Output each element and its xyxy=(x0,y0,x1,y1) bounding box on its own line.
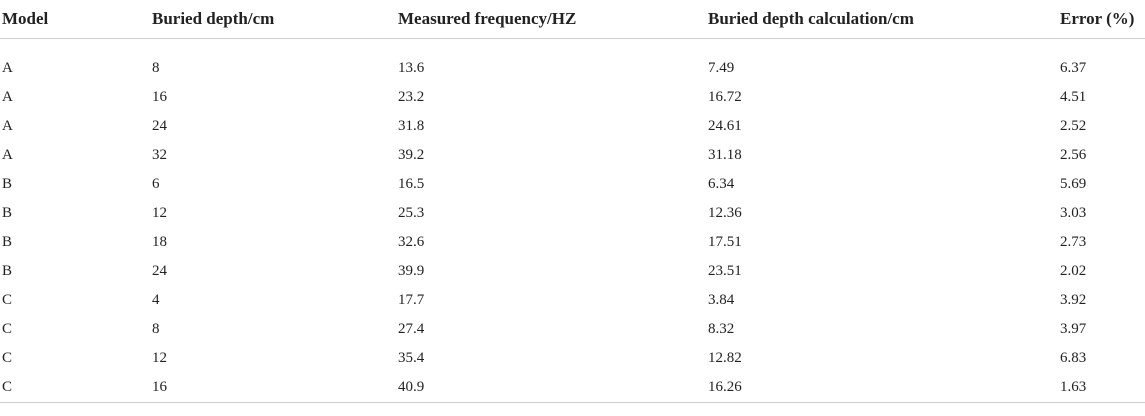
cell-buried-depth: 24 xyxy=(152,118,167,134)
cell-error: 3.97 xyxy=(1060,321,1087,337)
cell-error: 6.83 xyxy=(1060,350,1087,366)
cell-error: 4.51 xyxy=(1060,89,1087,105)
table-row: C 16 40.9 16.26 1.63 xyxy=(0,373,1145,403)
table-row: A 24 31.8 24.61 2.52 xyxy=(0,112,1145,141)
table-row: A 32 39.2 31.18 2.56 xyxy=(0,141,1145,170)
cell-measured-frequency: 32.6 xyxy=(398,234,425,250)
cell-model: C xyxy=(2,321,13,337)
cell-error: 2.56 xyxy=(1060,147,1087,163)
cell-buried-depth: 32 xyxy=(152,147,167,163)
table-row: C 8 27.4 8.32 3.97 xyxy=(0,315,1145,344)
table-row: C 12 35.4 12.82 6.83 xyxy=(0,344,1145,373)
cell-buried-depth-calculation: 16.26 xyxy=(708,373,1060,403)
cell-error: 3.03 xyxy=(1060,205,1087,221)
cell-buried-depth: 16 xyxy=(152,89,167,105)
cell-buried-depth: 18 xyxy=(152,234,167,250)
header-model: Model xyxy=(0,0,152,39)
table-header: Model Buried depth/cm Measured frequency… xyxy=(0,0,1145,39)
cell-buried-depth: 8 xyxy=(152,60,160,76)
cell-buried-depth: 16 xyxy=(152,373,398,403)
cell-model: A xyxy=(2,89,13,105)
header-buried-depth: Buried depth/cm xyxy=(152,0,398,39)
table-row: A 8 13.6 7.49 6.37 xyxy=(0,39,1145,84)
cell-measured-frequency: 39.9 xyxy=(398,263,425,279)
cell-buried-depth: 12 xyxy=(152,350,167,366)
cell-model: A xyxy=(2,60,13,76)
table-row: B 24 39.9 23.51 2.02 xyxy=(0,257,1145,286)
cell-buried-depth-calculation: 24.61 xyxy=(708,118,742,134)
cell-error: 1.63 xyxy=(1060,373,1145,403)
cell-error: 2.52 xyxy=(1060,118,1087,134)
cell-model: C xyxy=(0,373,152,403)
cell-measured-frequency: 23.2 xyxy=(398,89,425,105)
cell-measured-frequency: 39.2 xyxy=(398,147,425,163)
cell-buried-depth-calculation: 12.36 xyxy=(708,205,742,221)
cell-buried-depth: 12 xyxy=(152,205,167,221)
cell-buried-depth: 8 xyxy=(152,321,160,337)
cell-measured-frequency: 27.4 xyxy=(398,321,425,337)
cell-measured-frequency: 25.3 xyxy=(398,205,425,221)
cell-buried-depth-calculation: 6.34 xyxy=(708,176,735,192)
cell-buried-depth-calculation: 16.72 xyxy=(708,89,742,105)
cell-error: 2.02 xyxy=(1060,263,1087,279)
cell-error: 6.37 xyxy=(1060,60,1087,76)
table-body: A 8 13.6 7.49 6.37 A 16 23.2 16.72 4.51 A 24 31.8 24.… xyxy=(0,39,1145,403)
cell-model: A xyxy=(2,147,13,163)
cell-buried-depth: 24 xyxy=(152,263,167,279)
cell-measured-frequency: 35.4 xyxy=(398,350,425,366)
header-row: Model Buried depth/cm Measured frequency… xyxy=(0,0,1145,39)
cell-buried-depth-calculation: 17.51 xyxy=(708,234,742,250)
table-row: B 12 25.3 12.36 3.03 xyxy=(0,199,1145,228)
cell-buried-depth: 6 xyxy=(152,176,160,192)
cell-model: B xyxy=(2,234,13,250)
cell-model: B xyxy=(2,205,13,221)
cell-error: 3.92 xyxy=(1060,292,1087,308)
table-row: B 6 16.5 6.34 5.69 xyxy=(0,170,1145,199)
cell-buried-depth-calculation: 7.49 xyxy=(708,60,735,76)
header-buried-depth-calculation: Buried depth calculation/cm xyxy=(708,0,1060,39)
table-row: A 16 23.2 16.72 4.51 xyxy=(0,83,1145,112)
cell-measured-frequency: 31.8 xyxy=(398,118,425,134)
cell-error: 2.73 xyxy=(1060,234,1087,250)
cell-model: A xyxy=(2,118,13,134)
table-row: B 18 32.6 17.51 2.73 xyxy=(0,228,1145,257)
cell-measured-frequency: 17.7 xyxy=(398,292,425,308)
table-row: C 4 17.7 3.84 3.92 xyxy=(0,286,1145,315)
cell-buried-depth-calculation: 3.84 xyxy=(708,292,735,308)
cell-buried-depth-calculation: 31.18 xyxy=(708,147,742,163)
data-table: Model Buried depth/cm Measured frequency… xyxy=(0,0,1145,403)
cell-buried-depth: 4 xyxy=(152,292,160,308)
cell-measured-frequency: 13.6 xyxy=(398,60,425,76)
cell-model: B xyxy=(2,176,13,192)
header-measured-frequency: Measured frequency/HZ xyxy=(398,0,708,39)
cell-model: C xyxy=(2,350,13,366)
cell-model: C xyxy=(2,292,13,308)
cell-measured-frequency: 40.9 xyxy=(398,373,708,403)
cell-buried-depth-calculation: 23.51 xyxy=(708,263,742,279)
header-error: Error (%) xyxy=(1060,0,1145,39)
cell-model: B xyxy=(2,263,13,279)
cell-buried-depth-calculation: 8.32 xyxy=(708,321,735,337)
cell-measured-frequency: 16.5 xyxy=(398,176,425,192)
cell-buried-depth-calculation: 12.82 xyxy=(708,350,742,366)
cell-error: 5.69 xyxy=(1060,176,1087,192)
